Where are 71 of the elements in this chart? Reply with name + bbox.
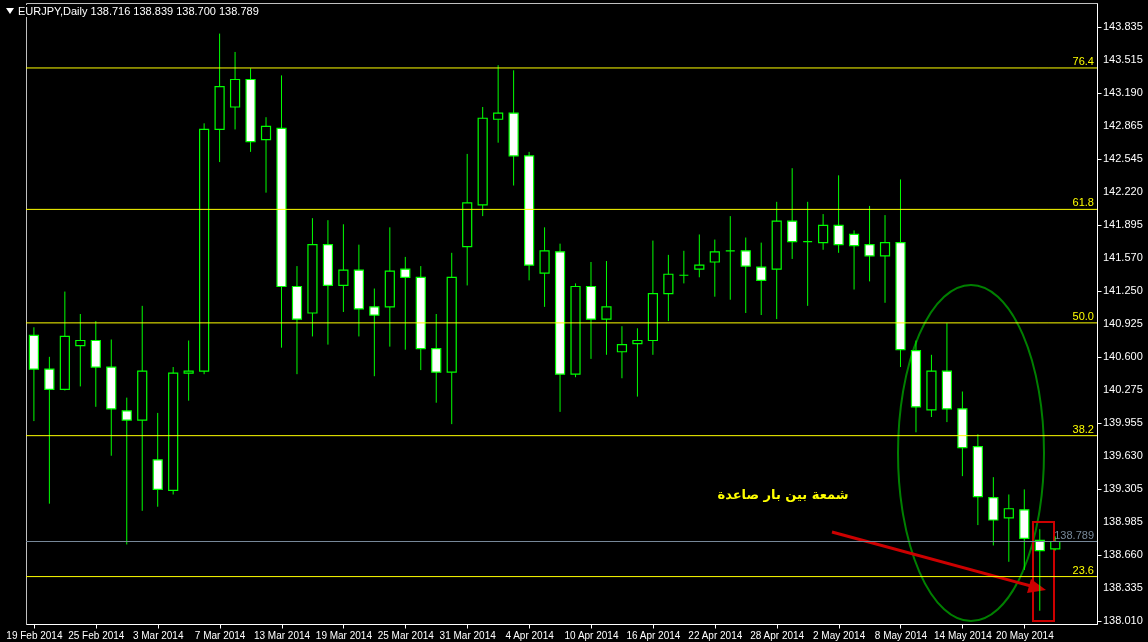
- x-tick-label: 7 Mar 2014: [194, 629, 246, 641]
- candlestick: [616, 325, 628, 379]
- y-tick-label: 139.955: [1103, 415, 1143, 428]
- y-tick-label: 140.600: [1103, 349, 1143, 362]
- x-tick-label: 10 Apr 2014: [564, 629, 619, 641]
- y-tick-label: 143.515: [1103, 52, 1143, 65]
- candlestick: [601, 260, 612, 356]
- candlestick: [740, 237, 751, 314]
- annotation: شمعة بين بار صاعدة: [717, 487, 849, 502]
- ref-line-label: 138.789: [1054, 528, 1094, 541]
- candlestick: [632, 327, 643, 398]
- candlestick: [709, 239, 720, 298]
- y-tick-label: 142.865: [1103, 118, 1143, 131]
- candlestick: [493, 64, 504, 144]
- y-tick-label: 142.545: [1103, 151, 1143, 164]
- candlestick: [833, 174, 844, 254]
- y-tick-label: 141.895: [1103, 217, 1143, 230]
- candlestick: [879, 214, 891, 304]
- candlestick: [756, 242, 767, 316]
- x-tick-label: 25 Mar 2014: [377, 629, 435, 641]
- x-tick-label: 22 Apr 2014: [688, 629, 743, 641]
- y-tick-label: 142.220: [1103, 184, 1143, 197]
- x-tick-label: 4 Apr 2014: [505, 629, 555, 641]
- candlestick: [663, 254, 674, 322]
- y-tick-label: 141.570: [1103, 250, 1143, 263]
- x-tick-label: 25 Feb 2014: [68, 629, 125, 641]
- candlestick: [787, 167, 798, 260]
- candlestick: [183, 340, 194, 402]
- chart-title: EURJPY,Daily 138.716 138.839 138.700 138.789: [18, 5, 259, 17]
- candlestick: [338, 223, 349, 313]
- x-tick-label: 31 Mar 2014: [439, 629, 497, 641]
- candlestick: [988, 476, 999, 546]
- x-tick-label: 19 Mar 2014: [315, 629, 373, 641]
- y-tick-label: 141.250: [1103, 283, 1143, 296]
- annotation: 76.4: [1072, 54, 1094, 67]
- x-tick-label: 8 May 2014: [874, 629, 928, 641]
- candlestick: [260, 116, 272, 194]
- candlestick: [75, 313, 86, 387]
- x-tick-label: 13 Mar 2014: [253, 629, 311, 641]
- x-tick-label: 2 May 2014: [812, 629, 866, 641]
- candlestick: [539, 226, 550, 308]
- x-tick-label: 16 Apr 2014: [626, 629, 681, 641]
- candlestick: [431, 313, 442, 404]
- y-tick-label: 143.835: [1103, 19, 1143, 32]
- x-tick-label: 28 Apr 2014: [750, 629, 805, 641]
- candlestick: [369, 288, 380, 377]
- y-tick-label: 138.660: [1103, 547, 1143, 560]
- x-tick-label: 3 Mar 2014: [132, 629, 184, 641]
- annotation: 23.6: [1072, 563, 1094, 576]
- candlestick: [400, 256, 411, 351]
- x-tick-label: 19 Feb 2014: [6, 629, 63, 641]
- candlestick: [44, 356, 55, 505]
- x-tick-label: 14 May 2014: [933, 629, 993, 641]
- annotation: 50.0: [1072, 309, 1094, 322]
- candlestick: [818, 213, 829, 251]
- candlestick: [121, 397, 132, 545]
- y-tick-label: 143.190: [1103, 85, 1143, 98]
- x-tick-label: 20 May 2014: [995, 629, 1055, 641]
- y-tick-label: 139.305: [1103, 481, 1143, 494]
- y-tick-label: 140.275: [1103, 382, 1143, 395]
- y-tick-label: 138.010: [1103, 613, 1143, 626]
- annotation: 38.2: [1072, 422, 1094, 435]
- candlestick: [864, 205, 875, 282]
- annotation: 61.8: [1072, 196, 1094, 209]
- candlestick: [1003, 494, 1014, 563]
- y-tick-label: 138.335: [1103, 580, 1143, 593]
- y-tick-label: 140.925: [1103, 316, 1143, 329]
- y-tick-label: 139.630: [1103, 448, 1143, 461]
- y-tick-label: 138.985: [1103, 514, 1143, 527]
- candlestick: [848, 229, 860, 291]
- candlestick: [694, 233, 705, 278]
